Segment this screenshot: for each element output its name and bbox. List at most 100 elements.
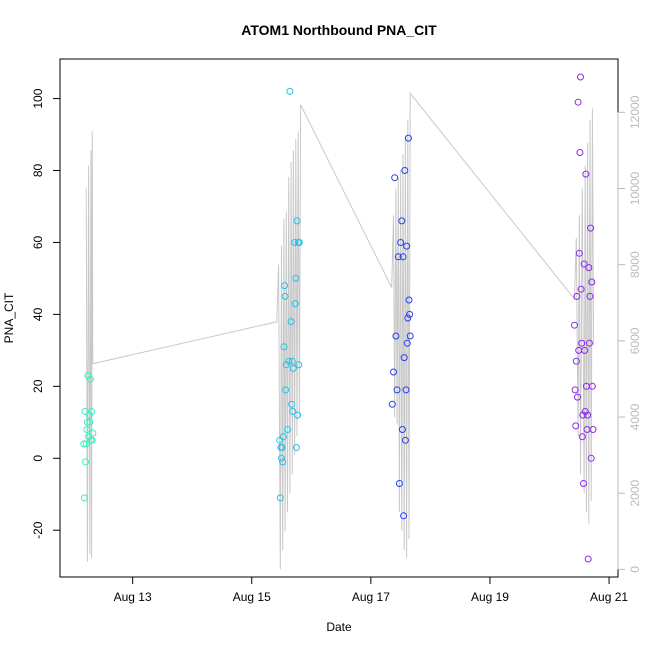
y-tick-label-3: 20 xyxy=(31,379,45,393)
data-point-s4-4 xyxy=(572,357,580,365)
data-point-s1-6 xyxy=(83,426,91,433)
secondary-series-line xyxy=(85,91,595,570)
y-axis-left: -20 0 20 40 60 80 100 xyxy=(31,88,60,539)
data-point-s1-8 xyxy=(84,372,92,380)
data-point-s2-10 xyxy=(281,292,289,300)
data-point-s4-26 xyxy=(585,339,593,347)
data-point-s4-15 xyxy=(579,411,587,419)
y2-tick-label-4: 6000 xyxy=(628,327,642,354)
data-point-s2-11 xyxy=(282,386,290,394)
data-point-s2-1 xyxy=(276,436,284,444)
data-point-s3-22 xyxy=(406,310,414,318)
scatter-point-layer xyxy=(80,73,597,563)
y2-tick-label-1: 0 xyxy=(628,566,642,573)
data-point-s4-17 xyxy=(580,260,588,268)
data-point-s2-18 xyxy=(288,357,296,365)
data-point-s2-2 xyxy=(276,494,284,502)
data-point-s1-16 xyxy=(89,429,97,437)
data-point-s2-24 xyxy=(292,444,300,451)
data-point-s2-26 xyxy=(294,411,302,419)
data-point-s1-3 xyxy=(81,408,89,415)
data-point-s1-11 xyxy=(86,418,94,426)
data-point-s4-3 xyxy=(572,422,580,430)
data-point-s1-15 xyxy=(88,436,96,444)
data-point-s1-10 xyxy=(85,411,93,419)
data-point-s2-17 xyxy=(288,400,296,408)
data-point-s2-14 xyxy=(285,357,293,365)
data-point-s3-9 xyxy=(398,217,406,225)
x-tick-label-4: Aug 19 xyxy=(471,590,509,604)
data-point-s4-7 xyxy=(574,98,582,106)
data-point-s4-24 xyxy=(584,555,592,563)
data-point-s3-7 xyxy=(395,480,403,487)
data-point-s2-4 xyxy=(278,454,285,462)
data-point-s2-16 xyxy=(287,318,295,326)
data-point-s3-18 xyxy=(403,339,411,347)
data-point-s4-11 xyxy=(577,73,584,81)
data-point-s2-8 xyxy=(280,343,288,351)
data-point-s3-2 xyxy=(390,368,397,376)
data-point-s1-5 xyxy=(82,440,90,448)
data-point-s3-13 xyxy=(400,354,408,362)
data-point-s4-10 xyxy=(576,149,584,156)
y2-tick-label-3: 4000 xyxy=(628,403,642,430)
y-tick-label-5: 60 xyxy=(31,236,45,250)
data-point-s3-4 xyxy=(392,332,400,340)
data-point-s2-28 xyxy=(295,361,303,369)
data-point-s2-9 xyxy=(281,282,288,290)
data-point-s3-21 xyxy=(405,296,413,304)
data-point-s2-15 xyxy=(286,87,294,95)
data-point-s2-5 xyxy=(278,444,286,451)
data-point-s2-25 xyxy=(293,217,301,225)
data-point-s1-1 xyxy=(80,440,88,448)
data-point-s4-19 xyxy=(581,408,589,415)
data-point-s4-6 xyxy=(574,393,581,401)
data-point-s4-1 xyxy=(571,321,578,329)
data-point-s2-23 xyxy=(292,274,300,282)
data-point-s3-3 xyxy=(391,174,399,182)
x-tick-label-3: Aug 17 xyxy=(352,590,390,604)
data-point-s3-14 xyxy=(401,167,409,174)
data-point-s4-25 xyxy=(585,264,593,272)
data-point-s2-6 xyxy=(279,458,287,466)
data-point-s3-10 xyxy=(398,426,406,433)
data-point-s3-6 xyxy=(394,253,402,261)
data-point-s4-29 xyxy=(587,454,595,462)
chart-title: ATOM1 Northbound PNA_CIT xyxy=(241,22,437,38)
y2-tick-label-7: 12000 xyxy=(628,95,642,129)
data-point-s2-29 xyxy=(295,239,303,246)
data-point-s1-14 xyxy=(88,408,96,415)
data-point-s2-12 xyxy=(282,361,290,369)
data-point-s4-31 xyxy=(588,382,596,390)
data-point-s1-9 xyxy=(85,433,93,441)
data-point-s4-18 xyxy=(581,346,589,354)
data-point-s4-32 xyxy=(589,426,597,433)
x-tick-label-5: Aug 21 xyxy=(590,590,628,604)
y-tick-label-6: 80 xyxy=(31,164,45,178)
data-point-s4-13 xyxy=(578,339,586,347)
data-point-s2-13 xyxy=(284,426,291,433)
data-point-s4-5 xyxy=(573,292,581,300)
data-point-s2-19 xyxy=(289,408,297,415)
data-point-s4-12 xyxy=(577,285,585,293)
data-point-s3-23 xyxy=(406,332,414,340)
data-point-s3-11 xyxy=(399,253,407,261)
data-point-s4-16 xyxy=(580,480,587,487)
data-point-s3-12 xyxy=(400,512,408,520)
data-point-s3-1 xyxy=(388,400,396,408)
y-tick-label-1: -20 xyxy=(31,521,45,539)
x-tick-label-2: Aug 15 xyxy=(233,590,271,604)
y-tick-label-7: 100 xyxy=(31,88,45,108)
data-point-s3-15 xyxy=(401,436,409,444)
y-axis-label: PNA_CIT xyxy=(2,292,16,343)
data-point-s2-20 xyxy=(289,364,297,372)
data-point-s3-17 xyxy=(403,242,411,250)
y-tick-label-2: 0 xyxy=(31,455,45,462)
plot-frame xyxy=(59,58,619,578)
data-point-s4-20 xyxy=(582,170,590,178)
data-point-s4-27 xyxy=(586,292,594,300)
data-point-s1-2 xyxy=(80,494,88,502)
y-tick-label-4: 40 xyxy=(31,307,45,321)
data-point-s3-19 xyxy=(404,314,412,322)
data-point-s3-5 xyxy=(393,386,401,394)
